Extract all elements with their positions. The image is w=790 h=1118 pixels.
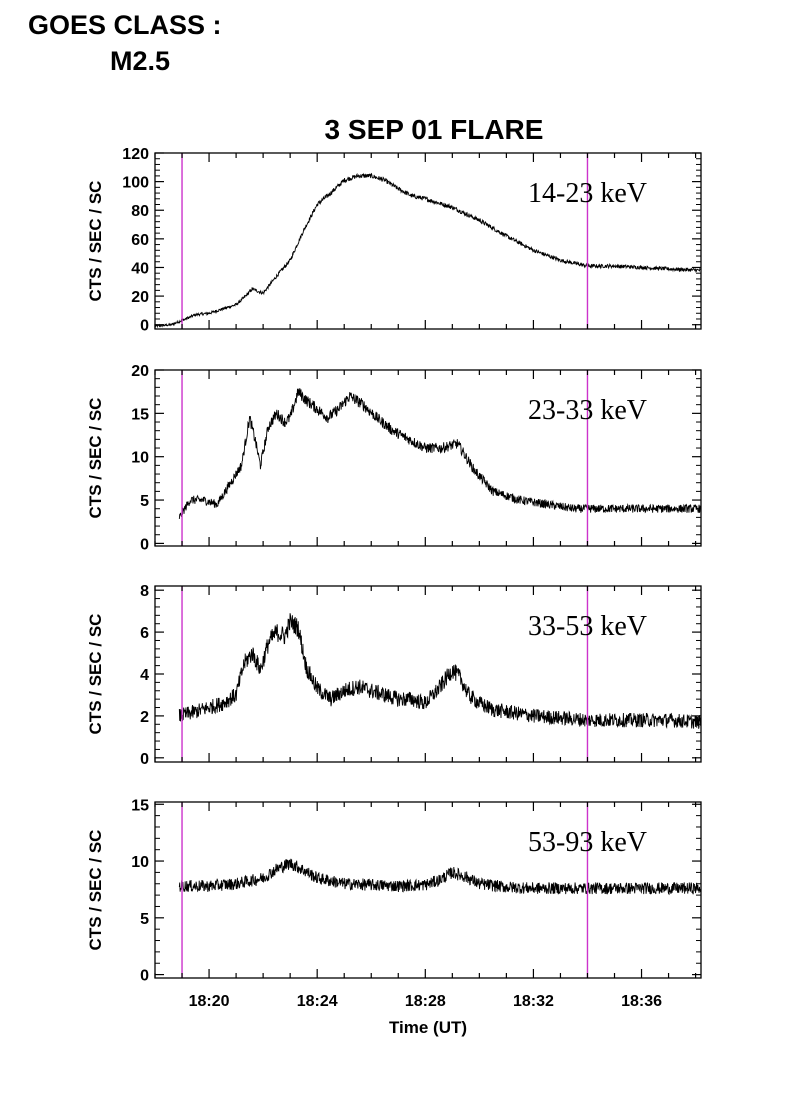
panel-frame xyxy=(154,152,702,330)
y-tick-label: 0 xyxy=(140,318,149,335)
x-axis-title: Time (UT) xyxy=(389,1018,467,1037)
panel-2: 0 5 10 15 20 CTS / SEC / SC 23-33 keV xyxy=(86,363,702,553)
light-curve-trace xyxy=(178,613,701,729)
y-tick-label: 60 xyxy=(131,232,149,249)
y-tick-label: 15 xyxy=(131,797,149,814)
y-tick-label: 0 xyxy=(140,968,149,985)
y-tick-label: 15 xyxy=(131,406,149,423)
panel-3: 0 2 4 6 8 CTS / SEC / SC 33-53 keV xyxy=(86,583,702,768)
y-tick-label: 4 xyxy=(140,667,149,684)
y-tick-label: 6 xyxy=(140,625,149,642)
light-curve-trace xyxy=(155,172,701,329)
energy-band-label: 23-33 keV xyxy=(528,395,647,426)
x-tick-label: 18:36 xyxy=(621,993,662,1010)
energy-band-label: 14-23 keV xyxy=(528,178,647,209)
goes-class-value: M2.5 xyxy=(110,46,171,76)
x-tick-label: 18:24 xyxy=(297,993,338,1010)
x-tick-label: 18:28 xyxy=(405,993,446,1010)
y-tick-label: 120 xyxy=(122,146,149,163)
panel-frame xyxy=(154,801,702,979)
y-axis-title: CTS / SEC / SC xyxy=(86,398,105,519)
y-tick-label: 20 xyxy=(131,289,149,306)
light-curve-trace xyxy=(178,858,701,896)
energy-band-label: 53-93 keV xyxy=(528,827,647,858)
y-axis-title: CTS / SEC / SC xyxy=(86,830,105,951)
y-tick-label: 10 xyxy=(131,450,149,467)
x-tick-label: 18:32 xyxy=(513,993,554,1010)
x-tick-label: 18:20 xyxy=(189,993,230,1010)
y-tick-label: 5 xyxy=(140,493,149,510)
y-axis-title: CTS / SEC / SC xyxy=(86,181,105,302)
y-tick-label: 0 xyxy=(140,751,149,768)
y-tick-label: 5 xyxy=(140,911,149,928)
y-tick-label: 0 xyxy=(140,536,149,553)
light-curve-trace xyxy=(178,388,701,520)
y-tick-label: 10 xyxy=(131,854,149,871)
energy-band-label: 33-53 keV xyxy=(528,611,647,642)
y-tick-label: 80 xyxy=(131,203,149,220)
goes-class-label: GOES CLASS : xyxy=(28,10,222,40)
y-tick-label: 20 xyxy=(131,363,149,380)
y-tick-label: 8 xyxy=(140,583,149,600)
y-tick-label: 100 xyxy=(122,175,149,192)
y-tick-label: 40 xyxy=(131,260,149,277)
y-axis-title: CTS / SEC / SC xyxy=(86,614,105,735)
panel-4: 0 5 10 15 CTS / SEC / SC 53-93 keV 18:20 18:24 1… xyxy=(86,797,702,1010)
panel-frame xyxy=(154,369,702,547)
y-tick-label: 2 xyxy=(140,709,149,726)
panel-1: 0 20 40 60 80 100 120 CTS / SEC / SC 14-23 keV xyxy=(86,146,702,335)
chart-title: 3 SEP 01 FLARE xyxy=(325,114,544,145)
